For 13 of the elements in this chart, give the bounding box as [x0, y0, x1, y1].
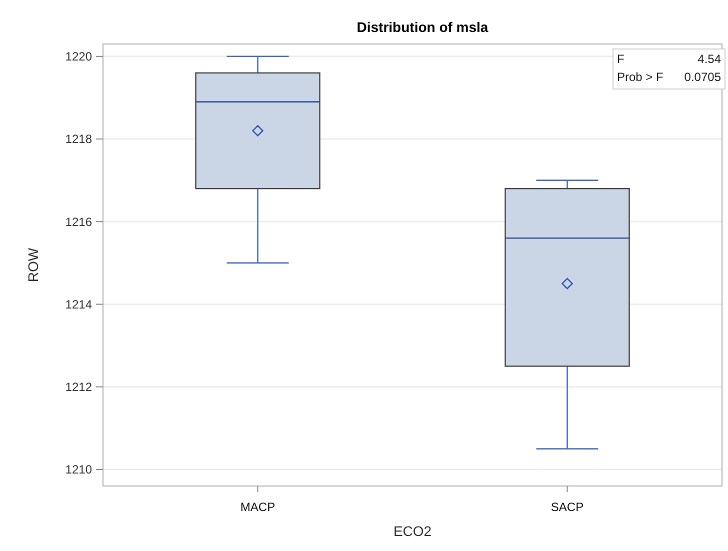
y-axis-title: ROW	[25, 247, 41, 282]
y-tick-label: 1220	[65, 50, 92, 64]
y-tick-label: 1214	[65, 297, 92, 312]
text: Prob > F 0.0705	[617, 70, 721, 84]
x-axis-title: ECO2	[393, 523, 432, 539]
x-tick-label: SACP	[550, 500, 584, 514]
text: F 4.54	[617, 52, 721, 66]
chart-title: Distribution of msla	[356, 19, 488, 35]
y-tick-label: 1210	[65, 462, 92, 477]
y-tick-label: 1216	[65, 214, 92, 229]
y-tick-label: 1218	[65, 132, 92, 146]
y-tick-label: 1212	[65, 380, 92, 394]
x-tick-label: MACP	[240, 500, 276, 514]
